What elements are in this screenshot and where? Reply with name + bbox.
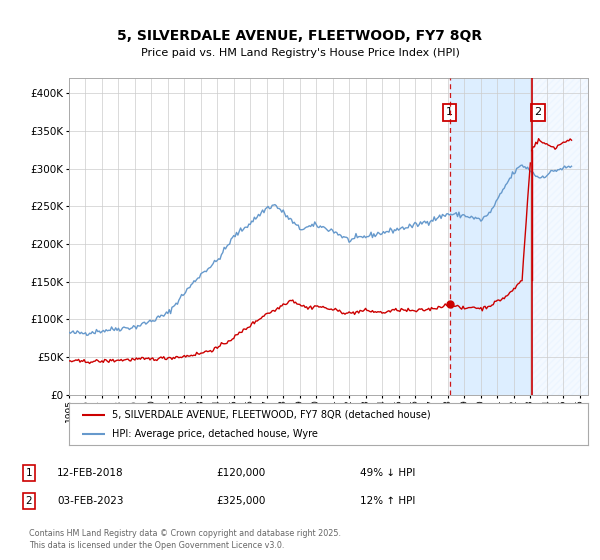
Text: 12% ↑ HPI: 12% ↑ HPI (360, 496, 415, 506)
Text: £120,000: £120,000 (216, 468, 265, 478)
Text: 5, SILVERDALE AVENUE, FLEETWOOD, FY7 8QR (detached house): 5, SILVERDALE AVENUE, FLEETWOOD, FY7 8QR… (112, 409, 430, 419)
Text: 5, SILVERDALE AVENUE, FLEETWOOD, FY7 8QR: 5, SILVERDALE AVENUE, FLEETWOOD, FY7 8QR (118, 29, 482, 44)
Text: HPI: Average price, detached house, Wyre: HPI: Average price, detached house, Wyre (112, 429, 317, 439)
Bar (449, 78, 532, 395)
Text: 03-FEB-2023: 03-FEB-2023 (57, 496, 124, 506)
Text: 12-FEB-2018: 12-FEB-2018 (57, 468, 124, 478)
Text: 2: 2 (534, 108, 541, 117)
Bar (532, 78, 588, 395)
Text: 1: 1 (446, 108, 453, 117)
Text: £325,000: £325,000 (216, 496, 265, 506)
Text: Contains HM Land Registry data © Crown copyright and database right 2025.
This d: Contains HM Land Registry data © Crown c… (29, 529, 341, 550)
Text: 1: 1 (25, 468, 32, 478)
Text: Price paid vs. HM Land Registry's House Price Index (HPI): Price paid vs. HM Land Registry's House … (140, 48, 460, 58)
Text: 2: 2 (25, 496, 32, 506)
Text: 49% ↓ HPI: 49% ↓ HPI (360, 468, 415, 478)
